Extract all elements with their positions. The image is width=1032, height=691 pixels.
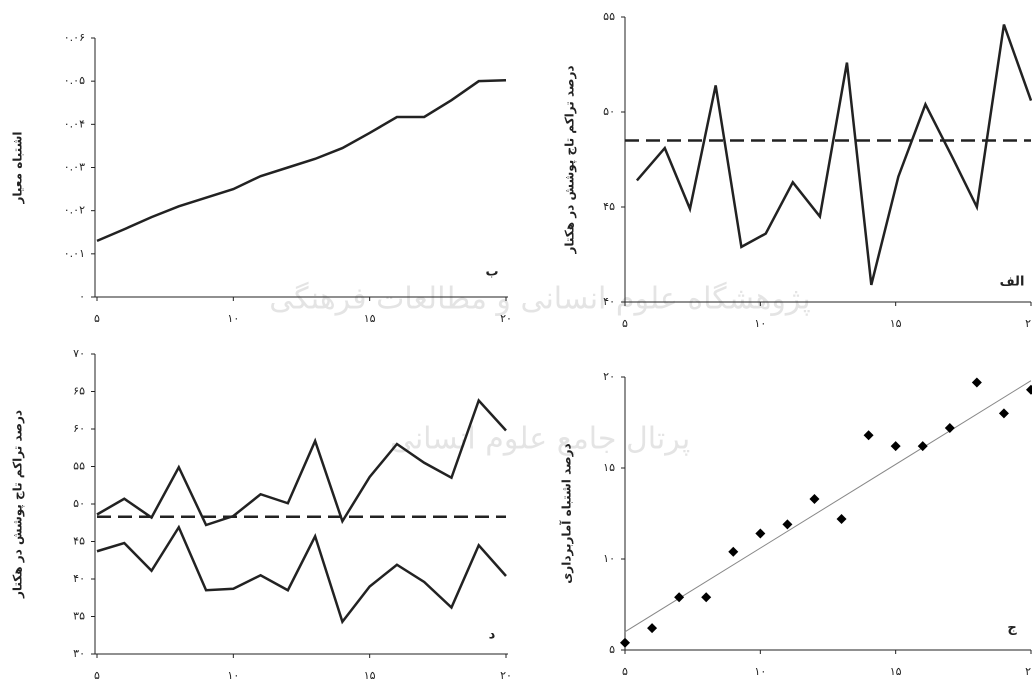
y-tick-label: ۲۰ bbox=[603, 370, 615, 383]
x-tick-label: ۲۰ bbox=[500, 312, 512, 325]
y-axis-label: اشتباه معیار bbox=[11, 132, 25, 205]
data-point bbox=[945, 423, 955, 433]
data-point bbox=[647, 623, 657, 633]
data-point bbox=[782, 519, 792, 529]
y-tick-label: ۰.۰۵ bbox=[64, 74, 85, 87]
x-tick-label: ۵ bbox=[622, 317, 628, 330]
x-tick-label: ۵ bbox=[622, 665, 628, 678]
y-tick-label: ۴۰ bbox=[603, 295, 615, 308]
data-point bbox=[728, 547, 738, 557]
y-axis-label: درصد اشتباه آماربرداری bbox=[559, 443, 574, 583]
y-tick-label: ۰.۰۳ bbox=[64, 161, 85, 174]
data-line bbox=[97, 527, 506, 622]
x-tick-label: ۱۵ bbox=[890, 665, 902, 678]
y-tick-label: ۱۰ bbox=[603, 552, 615, 565]
data-point bbox=[837, 514, 847, 524]
y-tick-label: ۳۰ bbox=[73, 647, 85, 660]
y-tick-label: ۴۵ bbox=[73, 535, 85, 548]
figure: پژوهشگاه علوم انسانی و مطالعات فرهنگی پر… bbox=[0, 0, 1032, 691]
panel-label: ج bbox=[1007, 621, 1017, 636]
x-tick-label: ۲۰ bbox=[1025, 317, 1032, 330]
data-point bbox=[809, 494, 819, 504]
x-tick-label: ۲۰ bbox=[500, 669, 512, 682]
x-tick-label: ۵ bbox=[94, 669, 100, 682]
y-tick-label: ۵ bbox=[609, 643, 615, 656]
x-tick-label: ۱۰ bbox=[227, 669, 239, 682]
y-tick-label: ۰.۰۱ bbox=[64, 247, 85, 260]
data-point bbox=[864, 430, 874, 440]
x-tick-label: ۱۵ bbox=[364, 669, 376, 682]
y-tick-label: ۵۰ bbox=[73, 497, 85, 510]
data-point bbox=[620, 638, 630, 648]
panel-label: د bbox=[489, 628, 496, 643]
data-point bbox=[972, 377, 982, 387]
y-tick-label: ۷۰ bbox=[73, 347, 85, 360]
data-point bbox=[891, 441, 901, 451]
data-point bbox=[755, 529, 765, 539]
data-line bbox=[637, 25, 1031, 285]
y-tick-label: ۰.۰۲ bbox=[64, 204, 85, 217]
data-line bbox=[97, 80, 506, 241]
data-point bbox=[701, 592, 711, 602]
data-point bbox=[999, 408, 1009, 418]
trend-line bbox=[625, 381, 1031, 632]
watermark: پرتال جامع علوم انسانی bbox=[390, 422, 690, 457]
y-tick-label: ۶۰ bbox=[73, 422, 85, 435]
watermark: پژوهشگاه علوم انسانی و مطالعات فرهنگی bbox=[269, 282, 811, 317]
x-tick-label: ۱۰ bbox=[227, 312, 239, 325]
y-tick-label: ۰ bbox=[79, 290, 85, 303]
y-tick-label: ۰.۰۶ bbox=[64, 31, 85, 44]
x-tick-label: ۱۵ bbox=[364, 312, 376, 325]
x-tick-label: ۱۰ bbox=[754, 665, 766, 678]
y-tick-label: ۴۰ bbox=[73, 572, 85, 585]
y-tick-label: ۱۵ bbox=[603, 461, 615, 474]
y-tick-label: ۵۵ bbox=[73, 460, 85, 473]
y-tick-label: ۳۵ bbox=[73, 610, 85, 623]
y-axis-label: درصد تراکم تاج پوشش در هکتار bbox=[563, 65, 578, 254]
x-tick-label: ۵ bbox=[94, 312, 100, 325]
panel-label: الف bbox=[1000, 275, 1025, 290]
y-tick-label: ۶۵ bbox=[73, 385, 85, 398]
data-point bbox=[1026, 385, 1032, 395]
x-tick-label: ۱۵ bbox=[890, 317, 902, 330]
panel-label: ب bbox=[485, 265, 498, 280]
y-axis-label: درصد تراکم تاج پوشش در هکتار bbox=[11, 410, 26, 599]
x-tick-label: ۱۰ bbox=[754, 317, 766, 330]
x-tick-label: ۲۰ bbox=[1025, 665, 1032, 678]
data-line bbox=[97, 401, 506, 526]
y-tick-label: ۵۰ bbox=[603, 105, 615, 118]
y-tick-label: ۵۵ bbox=[603, 10, 615, 23]
y-tick-label: ۴۵ bbox=[603, 200, 615, 213]
y-tick-label: ۰.۰۴ bbox=[64, 117, 85, 130]
